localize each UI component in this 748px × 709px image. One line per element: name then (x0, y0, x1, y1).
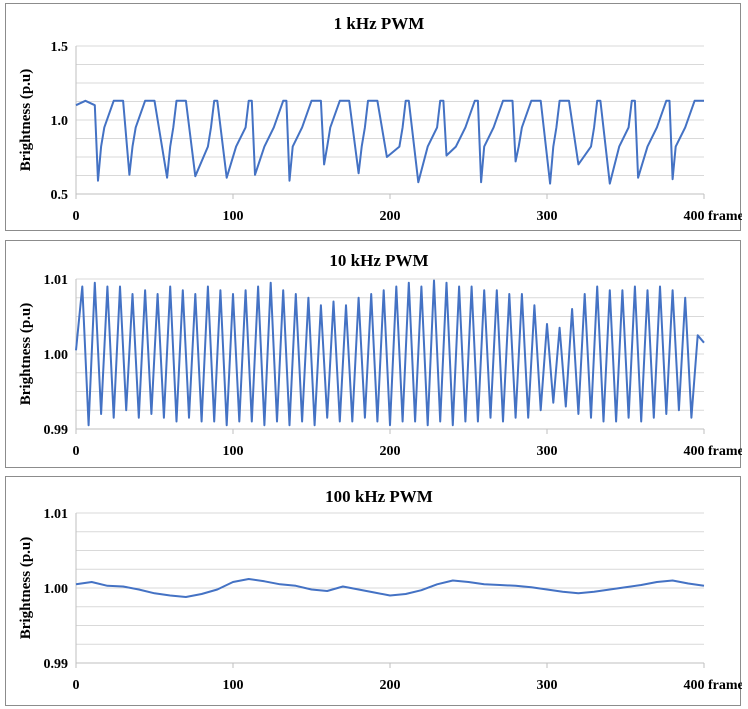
y-tick-label: 1.00 (44, 582, 69, 597)
chart-title: 1 kHz PWM (334, 14, 425, 33)
series-line (75, 279, 705, 427)
x-tick-label: 300 (537, 678, 558, 693)
y-tick-label: 0.99 (44, 423, 69, 438)
y-axis-label: Brightness (p.u) (18, 303, 34, 406)
chart-panel-1khz: 0 100 200 300 400 frame 0.5 1.0 1.5 Brightness (p… (5, 3, 742, 231)
chart-title: 10 kHz PWM (329, 251, 428, 270)
chart-panel-100khz: 0 100 200 300 400 frame 0.99 1.00 1.01 Brightness… (5, 476, 742, 706)
y-tick-label: 1.00 (44, 348, 69, 363)
y-tick-label: 1.0 (51, 114, 69, 129)
y-axis-label: Brightness (p.u) (18, 537, 34, 640)
x-tick-label: 400 (684, 678, 705, 693)
chart-100khz: 0 100 200 300 400 frame 0.99 1.00 1.01 Brightness… (18, 487, 742, 693)
x-tick-label: 100 (223, 209, 244, 224)
y-axis-label: Brightness (p.u) (18, 69, 34, 172)
x-axis-label: frame (708, 209, 742, 224)
y-tick-label: 0.99 (44, 657, 69, 672)
series-line (75, 578, 705, 598)
chart-title: 100 kHz PWM (325, 487, 433, 506)
x-tick-label: 100 (223, 678, 244, 693)
x-tick-label: 300 (537, 209, 558, 224)
y-tick-label: 1.01 (44, 273, 69, 288)
x-tick-label: 0 (73, 678, 80, 693)
chart-10khz: 0 100 200 300 400 frame 0.99 1.00 1.01 Brightness… (18, 251, 742, 459)
x-tick-label: 0 (73, 209, 80, 224)
chart-1khz: 0 100 200 300 400 frame 0.5 1.0 1.5 Brightness (p… (18, 14, 742, 224)
x-tick-label: 400 (684, 209, 705, 224)
x-tick-label: 200 (380, 678, 401, 693)
series-line (75, 99, 704, 185)
y-tick-label: 1.01 (44, 507, 69, 522)
x-axis-label: frame (708, 444, 742, 459)
x-tick-label: 100 (223, 444, 244, 459)
y-tick-label: 0.5 (51, 188, 69, 203)
x-tick-label: 200 (380, 444, 401, 459)
x-tick-label: 0 (73, 444, 80, 459)
y-tick-label: 1.5 (51, 40, 69, 55)
x-tick-label: 400 (684, 444, 705, 459)
x-tick-label: 200 (380, 209, 401, 224)
x-tick-label: 300 (537, 444, 558, 459)
chart-panel-10khz: 0 100 200 300 400 frame 0.99 1.00 1.01 Brightness… (5, 240, 742, 468)
x-axis-label: frame (708, 678, 742, 693)
